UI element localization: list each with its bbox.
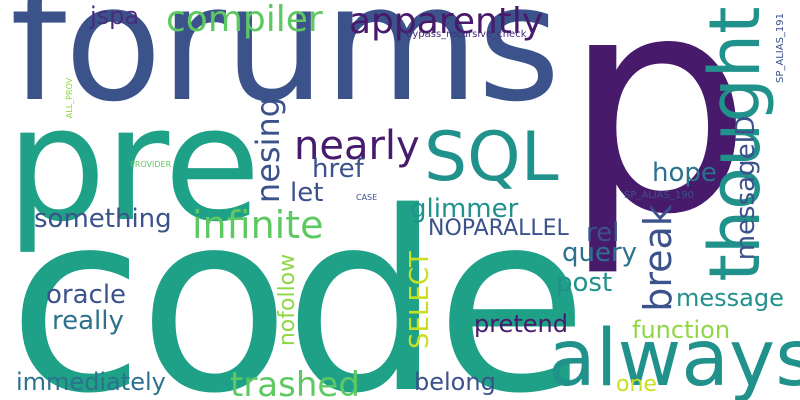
word-case: CASE bbox=[356, 193, 378, 202]
word-trashed: trashed bbox=[230, 365, 360, 400]
word-jspa: jspa bbox=[90, 2, 140, 30]
word-bypass-recursive-check: bypass_recursive_check bbox=[406, 29, 527, 40]
word-always: always bbox=[548, 314, 800, 400]
word-messageid: messageID bbox=[731, 115, 761, 261]
word-immediately: immediately bbox=[16, 368, 166, 396]
word-nesing: nesing bbox=[249, 96, 287, 204]
word-provider: PROVIDER bbox=[130, 160, 172, 169]
word-sp-alias-190: SP_ALIAS_190 bbox=[624, 190, 695, 201]
word-apparently: apparently bbox=[349, 1, 544, 42]
word-pretend: pretend bbox=[474, 310, 568, 338]
word-nearly: nearly bbox=[294, 123, 420, 169]
word-rel: rel bbox=[586, 218, 620, 248]
word-sql: SQL bbox=[424, 118, 559, 197]
word-belong: belong bbox=[414, 368, 496, 396]
word-p: p bbox=[562, 0, 753, 280]
word-pre: pre bbox=[6, 73, 261, 257]
word-href: href bbox=[312, 154, 364, 184]
word-really: really bbox=[52, 306, 124, 336]
word-infinite: infinite bbox=[192, 203, 324, 247]
word-noparallel: NOPARALLEL bbox=[428, 216, 569, 241]
word-glimmer: glimmer bbox=[410, 194, 519, 224]
word-sp-alias-191: SP_ALIAS_191 bbox=[775, 12, 786, 84]
word-compiler: compiler bbox=[166, 0, 323, 40]
word-message: message bbox=[676, 284, 784, 312]
word-function: function bbox=[632, 316, 731, 344]
word-let: let bbox=[290, 178, 324, 208]
word-query: query bbox=[562, 238, 638, 268]
word-code: code bbox=[8, 160, 588, 400]
word-select: SELECT bbox=[405, 251, 435, 349]
word-forums: forums bbox=[10, 0, 561, 137]
word-break: break bbox=[636, 204, 680, 312]
word-something: something bbox=[34, 204, 172, 234]
word-one: one bbox=[616, 372, 657, 397]
word-all-prov: ALL_PROV bbox=[65, 77, 74, 119]
word-oracle: oracle bbox=[46, 280, 127, 310]
word-hope: hope bbox=[652, 158, 717, 188]
word-nofollow: nofollow bbox=[275, 253, 300, 347]
word-post: post bbox=[556, 268, 613, 298]
